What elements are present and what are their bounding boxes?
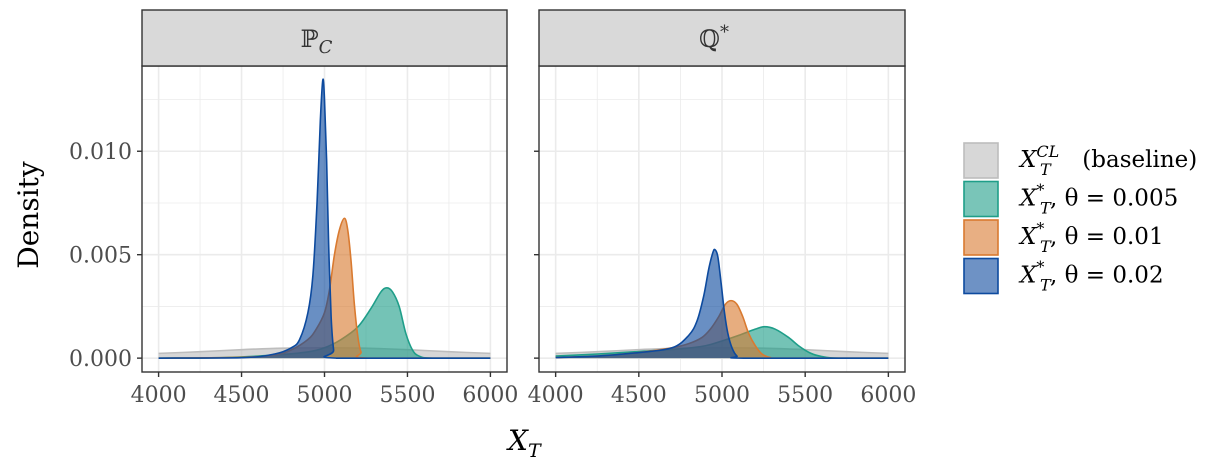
legend-item-theta_0005: X* T, θ = 0.005	[963, 180, 1178, 218]
y-tick-label: 0.005	[69, 244, 132, 269]
y-tick-label: 0.010	[69, 140, 132, 165]
density-line-theta_002	[555, 248, 889, 359]
x-tick-label: 5500	[379, 383, 435, 408]
x-tick-label: 6000	[462, 383, 518, 408]
legend-label: X* T, θ = 0.02	[1018, 258, 1164, 295]
x-tick-label: 4000	[528, 383, 584, 408]
facet-strip-label: ℚ*	[699, 22, 729, 53]
legend-key-swatch	[963, 219, 999, 256]
legend-key-swatch	[963, 180, 999, 218]
legend-item-baseline: XCL T (baseline)	[963, 142, 1197, 179]
legend-item-theta_002: X* T, θ = 0.02	[963, 257, 1164, 295]
x-axis-title: XT	[506, 424, 542, 459]
x-tick-label: 6000	[860, 383, 916, 408]
x-tick-label: 4000	[131, 383, 187, 408]
density-area-theta_002	[555, 249, 889, 359]
panel-1: ℚ* 4000 4500 5000 5500 6000	[528, 9, 916, 408]
x-tick-label: 5000	[694, 383, 750, 408]
legend-label: X* T, θ = 0.005	[1018, 181, 1178, 218]
facet-strip	[141, 9, 508, 67]
x-tick-label: 4500	[214, 383, 270, 408]
density-area-theta_002	[158, 79, 491, 359]
x-tick-label: 5000	[297, 383, 353, 408]
legend-label: X* T, θ = 0.01	[1018, 219, 1164, 256]
x-tick-label: 4500	[611, 383, 667, 408]
x-tick-label: 5500	[777, 383, 833, 408]
density-line-theta_002	[158, 78, 491, 359]
facet-strip	[538, 9, 906, 67]
legend-label: XCL T (baseline)	[1018, 142, 1197, 179]
legend-key-swatch	[963, 257, 999, 295]
legend-item-theta_001: X* T, θ = 0.01	[963, 219, 1164, 256]
x-axis-title-sub: T	[528, 440, 542, 459]
y-tick-label: 0.000	[69, 347, 132, 372]
legend-key-swatch	[963, 142, 999, 179]
y-axis-title: Density	[12, 161, 45, 269]
x-axis-title-base: X	[506, 424, 529, 457]
panel-0: ℙC 4000 4500 5000 5500 6000 0.000 0.005 0.010	[69, 9, 518, 408]
facet-strip-label: ℙC	[301, 25, 333, 58]
